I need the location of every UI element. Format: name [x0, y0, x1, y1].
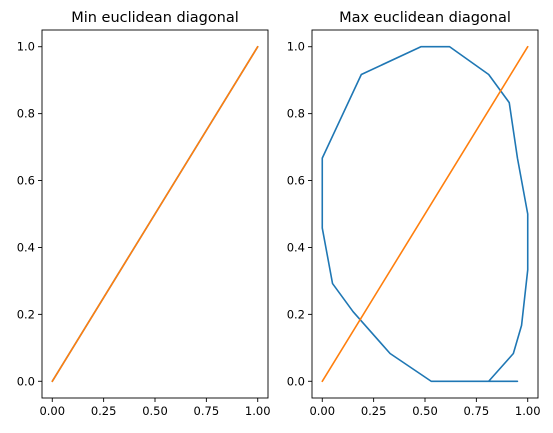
series-line-0 — [321, 45, 529, 383]
x-tick-label: 1.00 — [515, 404, 541, 418]
y-tick-label: 0.6 — [287, 174, 305, 188]
y-tick-label: 1.0 — [287, 40, 305, 54]
x-tick-label: 0.50 — [142, 404, 168, 418]
y-tick-label: 0.2 — [17, 307, 35, 321]
y-tick-label: 0.8 — [17, 107, 35, 121]
subplot-min-euclidean-diagonal: Min euclidean diagonal 0.00 0.25 0.50 0.75 1… — [17, 10, 271, 418]
axis-ticks: 0.00 0.25 0.50 0.75 1.00 0.0 0.2 0.4 0.6 0.8 1.0 — [287, 40, 541, 418]
y-tick-label: 0.0 — [17, 374, 35, 388]
x-tick-label: 1.00 — [245, 404, 271, 418]
y-tick-label: 0.4 — [287, 240, 305, 254]
plot-series — [321, 45, 529, 383]
series-line-1 — [51, 45, 259, 383]
subplot-title: Max euclidean diagonal — [339, 10, 511, 26]
subplot-title: Min euclidean diagonal — [71, 10, 239, 26]
y-tick-label: 0.4 — [17, 240, 35, 254]
x-tick-label: 0.75 — [464, 404, 490, 418]
x-tick-label: 0.50 — [412, 404, 438, 418]
x-tick-label: 0.00 — [39, 404, 65, 418]
subplot-max-euclidean-diagonal: Max euclidean diagonal 0.00 0.25 0.50 0.75 1… — [287, 10, 541, 418]
x-tick-label: 0.00 — [309, 404, 335, 418]
y-tick-label: 1.0 — [17, 40, 35, 54]
series-line-1 — [321, 45, 529, 383]
plot-series — [51, 45, 259, 383]
y-tick-label: 0.8 — [287, 107, 305, 121]
x-tick-label: 0.25 — [91, 404, 117, 418]
y-tick-label: 0.6 — [17, 174, 35, 188]
y-tick-label: 0.0 — [287, 374, 305, 388]
x-tick-label: 0.75 — [194, 404, 220, 418]
y-tick-label: 0.2 — [287, 307, 305, 321]
x-tick-label: 0.25 — [361, 404, 387, 418]
axis-ticks: 0.00 0.25 0.50 0.75 1.00 0.0 0.2 0.4 0.6 0.8 1.0 — [17, 40, 271, 418]
